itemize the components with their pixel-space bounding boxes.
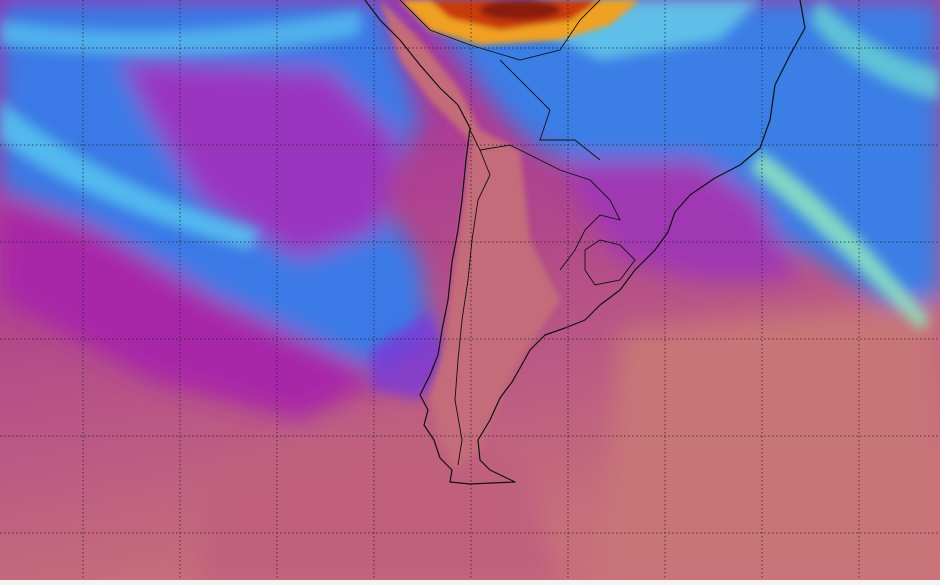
border-peru-brazil: [499, 59, 601, 161]
violet-patch: [370, 310, 450, 400]
coastline: [364, 0, 806, 485]
border-uruguay: [584, 239, 636, 286]
dark-cloud-core: [480, 0, 560, 20]
magenta-band: [0, 200, 380, 420]
salmon-south: [200, 420, 560, 585]
green-streak-east: [750, 150, 930, 330]
salmon-southeast: [600, 300, 940, 585]
warm-cloud-tops: [400, 0, 640, 45]
borders: [399, 0, 636, 466]
andes-region: [380, 0, 560, 470]
purple-patch: [560, 160, 800, 280]
border-north: [399, 0, 601, 61]
border-bolivia-paraguay: [479, 144, 621, 271]
border-chile-argentina: [454, 129, 491, 466]
bottom-margin: [0, 580, 940, 585]
blue-field-north-east: [0, 0, 940, 330]
purple-swirl: [120, 60, 400, 260]
land-tones: [380, 0, 560, 470]
cyan-streak-northeast: [810, 0, 940, 100]
cyan-streak-west: [0, 100, 260, 250]
